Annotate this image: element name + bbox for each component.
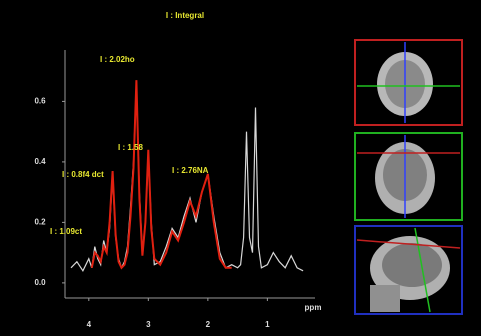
x-tick-label: 2 <box>206 320 211 329</box>
peak-annotation: I : 0.8f4 dct <box>62 170 104 179</box>
peak-annotation: I : 1.09ct <box>50 227 82 236</box>
screen: I : Integral ppm 0.0 0.2 0.4 0.6 4 3 2 1 I : 2.0… <box>0 0 481 336</box>
sagittal-view <box>355 226 462 314</box>
y-tick-label: 0.4 <box>34 157 46 166</box>
x-tick-label: 3 <box>146 320 151 329</box>
x-axis-label: ppm <box>305 303 322 312</box>
peak-annotation: I : 2.76NA <box>172 166 209 175</box>
y-tick-label: 0.2 <box>34 217 46 226</box>
y-tick-label: 0.6 <box>34 97 46 106</box>
coronal-view <box>355 133 462 220</box>
peak-annotation: I : 2.02ho <box>100 55 135 64</box>
x-tick-label: 1 <box>265 320 270 329</box>
axial-view <box>355 40 462 125</box>
y-tick-label: 0.0 <box>34 278 46 287</box>
x-tick-label: 4 <box>87 320 92 329</box>
chart-title: I : Integral <box>166 11 204 20</box>
peak-annotation: I : 1.58 <box>118 143 143 152</box>
